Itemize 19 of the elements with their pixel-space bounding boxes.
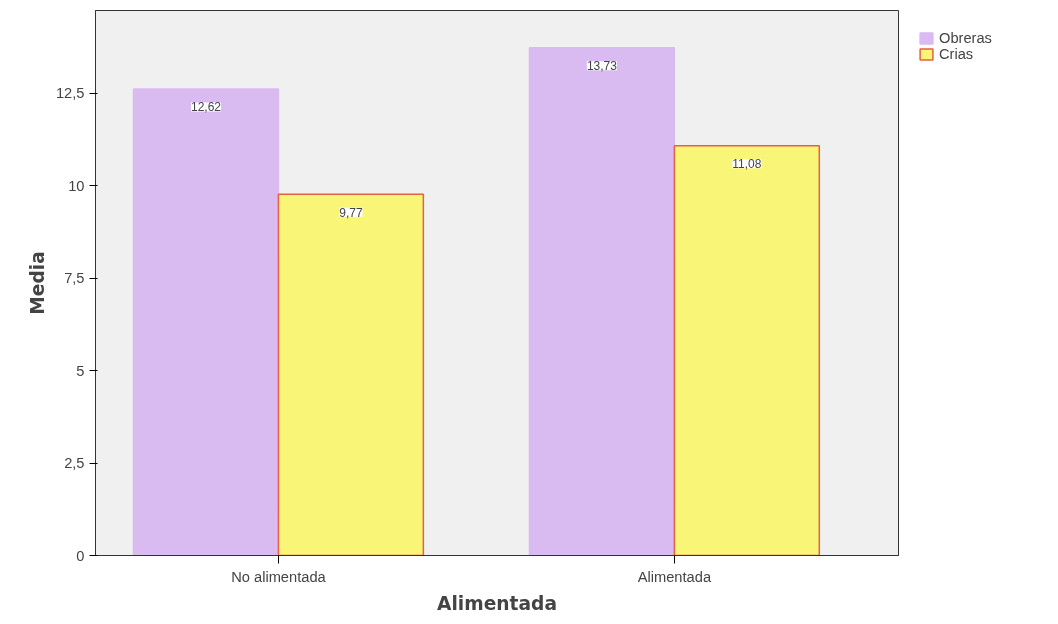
text: 12,62 xyxy=(190,100,221,115)
text: 11,08 xyxy=(732,157,762,172)
y-tick-label: 10 xyxy=(68,177,85,194)
y-tick-label: 2,5 xyxy=(64,455,85,472)
x-axis-title: Alimentada xyxy=(436,592,558,614)
bar xyxy=(673,145,821,556)
legend-label: Crias xyxy=(939,46,975,62)
y-tick-label: 5 xyxy=(76,362,85,379)
legend-label: Obreras xyxy=(939,30,993,46)
bar xyxy=(132,88,280,556)
y-tick-label: 0 xyxy=(76,547,85,564)
x-tick-label: No alimentada xyxy=(231,568,327,585)
bar xyxy=(277,193,425,556)
y-axis-title: Media xyxy=(26,251,48,315)
bar xyxy=(528,47,676,556)
y-tick-label: 12,5 xyxy=(55,85,85,102)
y-tick-label: 7,5 xyxy=(64,270,85,287)
text: 9,77 xyxy=(339,205,363,220)
text: 13,73 xyxy=(586,59,617,74)
